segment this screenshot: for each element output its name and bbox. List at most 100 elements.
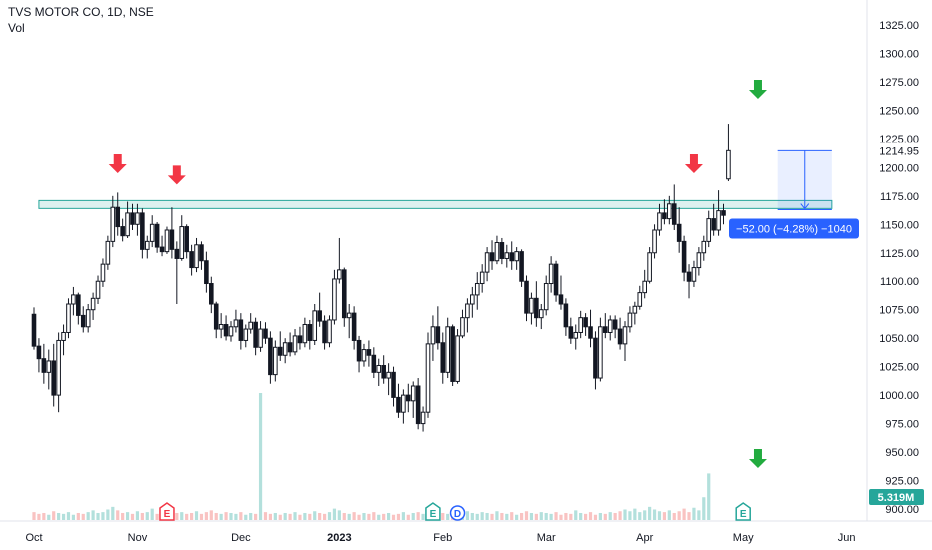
candle-body bbox=[460, 317, 465, 337]
volume-bar bbox=[313, 511, 317, 520]
candle-body bbox=[593, 337, 598, 379]
volume-bar bbox=[273, 512, 277, 520]
candle-body bbox=[312, 310, 318, 341]
resistance-zone[interactable] bbox=[38, 199, 833, 209]
volume-bar bbox=[391, 514, 396, 520]
volume-bar bbox=[116, 510, 120, 520]
candle-body bbox=[465, 303, 470, 319]
volume-bar bbox=[362, 512, 366, 520]
candle-body bbox=[149, 223, 155, 242]
candle-body bbox=[534, 297, 539, 319]
volume-bar bbox=[140, 512, 144, 520]
earnings-event-icon[interactable] bbox=[735, 502, 751, 521]
volume-bar bbox=[199, 513, 204, 520]
candle-body bbox=[603, 326, 608, 333]
volume-bar bbox=[682, 508, 686, 520]
time-tick-label: Mar bbox=[537, 532, 556, 544]
candle-body bbox=[538, 309, 544, 319]
candle-body bbox=[169, 229, 175, 250]
resistance-zone-rect[interactable] bbox=[38, 199, 833, 209]
candle-body bbox=[657, 212, 662, 231]
candle-body bbox=[676, 223, 682, 242]
dividend-event-icon[interactable] bbox=[449, 505, 466, 521]
earnings-event-icon[interactable] bbox=[425, 502, 441, 521]
candle-body bbox=[159, 246, 165, 253]
candle-body bbox=[514, 251, 519, 262]
last-price-label: 1214.95 bbox=[879, 145, 919, 157]
candle-body bbox=[406, 394, 411, 402]
time-tick-label: 2023 bbox=[327, 532, 351, 544]
candle-body bbox=[391, 371, 396, 398]
volume-bar bbox=[667, 510, 671, 520]
candle-body bbox=[622, 326, 628, 345]
candle-body bbox=[228, 326, 234, 337]
volume-bar bbox=[96, 512, 100, 520]
price-tick-label: 950.00 bbox=[885, 447, 919, 459]
axis-badges: 1214.95 5.319M bbox=[869, 142, 929, 505]
candlesticks bbox=[31, 124, 731, 432]
volume-bar bbox=[608, 512, 612, 520]
volume-bar bbox=[401, 512, 405, 520]
candle-body bbox=[130, 212, 135, 225]
candle-body bbox=[548, 263, 554, 285]
candle-body bbox=[199, 244, 204, 262]
volume-bar bbox=[554, 512, 558, 520]
volume-bar bbox=[298, 514, 302, 520]
green-down-arrow-icon bbox=[748, 80, 767, 100]
volume-bar bbox=[52, 511, 56, 520]
candle-body bbox=[164, 229, 170, 253]
volume-bar bbox=[628, 511, 632, 520]
volume-bar bbox=[214, 512, 218, 520]
volume-bar bbox=[396, 513, 401, 520]
candle-body bbox=[366, 349, 372, 356]
candle-body bbox=[450, 326, 455, 382]
candle-body bbox=[563, 303, 569, 328]
volume-bar bbox=[342, 512, 346, 520]
candle-body bbox=[627, 312, 633, 328]
candle-body bbox=[415, 385, 421, 425]
candle-body bbox=[110, 206, 116, 242]
price-tick-label: 1125.00 bbox=[880, 248, 919, 260]
price-axis[interactable]: 900.00 925.00 950.00 975.00 1000.00 1025.00 10… bbox=[879, 20, 919, 516]
volume-bar bbox=[239, 512, 243, 520]
volume-bar bbox=[490, 513, 494, 520]
volume-bar bbox=[219, 513, 223, 520]
volume-bar bbox=[652, 509, 657, 520]
price-tick-label: 1050.00 bbox=[879, 333, 919, 345]
earnings-event-icon[interactable] bbox=[159, 502, 175, 521]
candle-body bbox=[337, 269, 342, 280]
time-axis[interactable]: Oct Nov Dec 2023 Feb Mar Apr May Jun bbox=[25, 532, 855, 544]
volume-bar bbox=[204, 512, 208, 520]
candle-body bbox=[76, 294, 81, 316]
candle-body bbox=[632, 305, 638, 314]
candle-body bbox=[361, 349, 367, 362]
candle-body bbox=[598, 326, 603, 379]
candle-body bbox=[721, 210, 726, 216]
price-tick-label: 900.00 bbox=[885, 504, 919, 516]
candle-body bbox=[135, 212, 140, 225]
candle-body bbox=[189, 251, 194, 269]
measure-label-box bbox=[729, 218, 859, 239]
candle-body bbox=[489, 252, 495, 262]
volume-bar bbox=[603, 513, 607, 520]
volume-bar bbox=[258, 393, 263, 520]
candle-body bbox=[662, 212, 667, 220]
candle-body bbox=[46, 360, 52, 373]
candle-body bbox=[578, 317, 583, 333]
price-tick-label: 1275.00 bbox=[879, 77, 919, 89]
candle-body bbox=[31, 313, 37, 347]
candle-body bbox=[553, 263, 559, 296]
candle-body bbox=[396, 396, 401, 413]
volume-bar bbox=[697, 510, 701, 520]
price-range-measure[interactable]: −52.00 (−4.28%) −1040 bbox=[729, 149, 859, 239]
candle-body bbox=[558, 294, 564, 305]
candle-body bbox=[341, 269, 347, 319]
candle-body bbox=[371, 354, 377, 373]
candle-body bbox=[681, 240, 687, 273]
last-price-badge bbox=[869, 142, 929, 159]
candle-body bbox=[125, 212, 130, 237]
volume-bar bbox=[377, 514, 381, 520]
candle-body bbox=[691, 267, 697, 282]
